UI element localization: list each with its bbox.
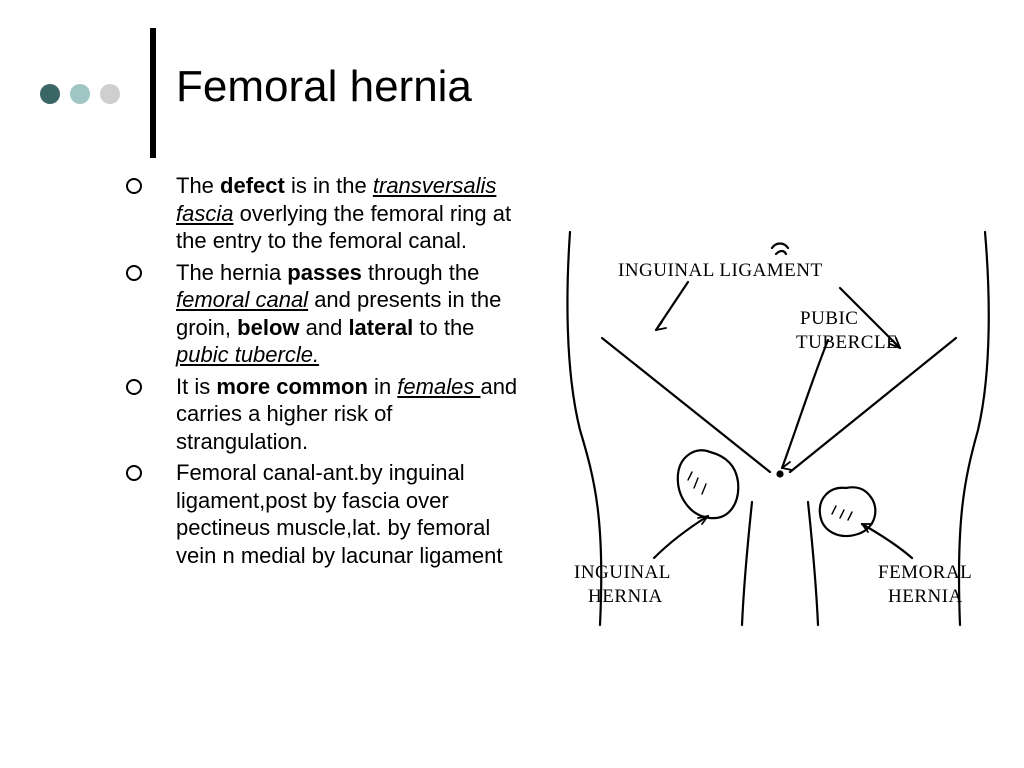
bullet-segment: is in the (285, 173, 373, 198)
bullet-segment: through the (362, 260, 479, 285)
slide-title: Femoral hernia (176, 62, 472, 112)
dot-1 (40, 84, 60, 104)
bullet-segment: Femoral canal-ant.by inguinal ligament,p… (176, 460, 503, 568)
bullet-item: Femoral canal-ant.by inguinal ligament,p… (112, 459, 522, 569)
dot-3 (100, 84, 120, 104)
label-femoral-hernia-2: HERNIA (888, 586, 963, 607)
bullet-segment: more common (216, 374, 368, 399)
label-inguinal-hernia-2: HERNIA (588, 586, 663, 607)
label-inguinal-hernia-1: INGUINAL (574, 562, 671, 583)
label-femoral-hernia-1: FEMORAL (878, 562, 972, 583)
decor-dots (40, 84, 120, 104)
bullet-segment: passes (287, 260, 362, 285)
bullet-segment: in (368, 374, 397, 399)
bullet-item: The hernia passes through the femoral ca… (112, 259, 522, 369)
slide: Femoral hernia The defect is in the tran… (0, 0, 1024, 768)
bullet-segment: The (176, 173, 220, 198)
bullet-segment: pubic tubercle. (176, 342, 319, 367)
bullet-segment: defect (220, 173, 285, 198)
bullet-segment: It is (176, 374, 216, 399)
label-pubic-tubercle-2: TUBERCLE (796, 332, 898, 353)
bullet-segment: and (300, 315, 349, 340)
bullet-item: The defect is in the transversalis fasci… (112, 172, 522, 255)
label-pubic-tubercle-1: PUBIC (800, 308, 858, 329)
bullet-segment: below (237, 315, 299, 340)
bullet-segment: females (397, 374, 480, 399)
bullet-content: The defect is in the transversalis fasci… (112, 172, 522, 573)
anatomy-diagram: INGUINAL LIGAMENT PUBIC TUBERCLE INGUINA… (540, 220, 1010, 630)
title-vline (150, 28, 156, 158)
bullet-segment: to the (413, 315, 474, 340)
bullet-segment: The hernia (176, 260, 287, 285)
label-inguinal-ligament: INGUINAL LIGAMENT (618, 260, 823, 281)
bullet-segment: femoral canal (176, 287, 308, 312)
bullet-item: It is more common in females and carries… (112, 373, 522, 456)
dot-2 (70, 84, 90, 104)
bullet-segment: lateral (348, 315, 413, 340)
